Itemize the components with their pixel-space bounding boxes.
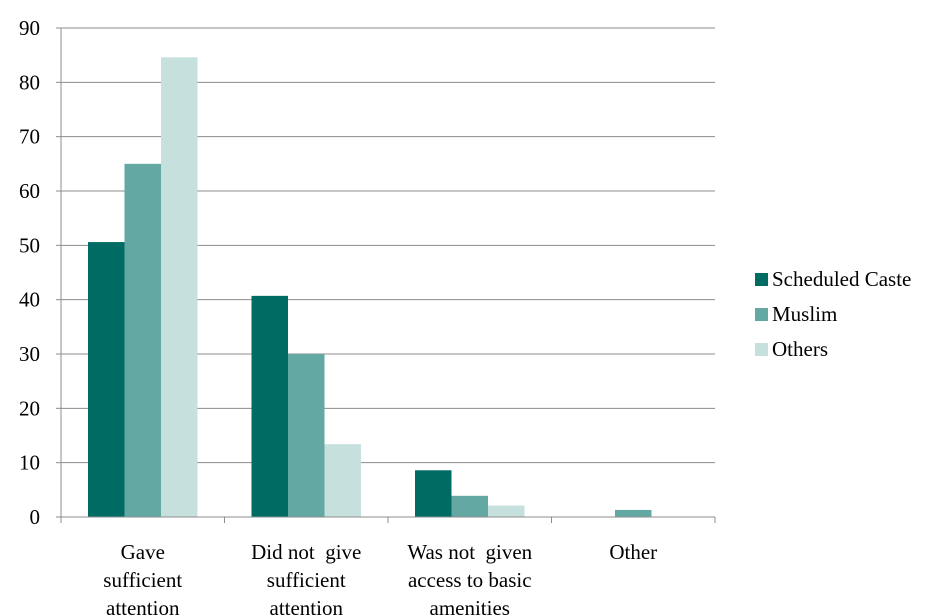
legend-swatch-others <box>755 343 768 356</box>
bar <box>451 495 488 517</box>
legend-label-others: Others <box>772 337 828 361</box>
y-tick-label: 70 <box>19 125 40 149</box>
x-tick-label: Was not given access to basic amenities <box>407 540 532 616</box>
axes <box>56 27 716 523</box>
bar <box>161 57 198 518</box>
legend-swatch-scheduled-caste <box>755 273 768 286</box>
x-tick-label: Gave sufficient attention <box>103 540 182 616</box>
y-tick-label: 50 <box>19 233 40 257</box>
y-tick-label: 20 <box>19 396 40 420</box>
bars <box>88 57 652 518</box>
y-tick-label: 10 <box>19 451 40 475</box>
y-tick-label: 0 <box>30 505 41 529</box>
x-tick-labels: Gave sufficient attention Did not give suffi… <box>103 540 657 616</box>
bar <box>88 242 125 517</box>
x-tick-label: Did not give sufficient attention <box>251 540 361 616</box>
y-tick-labels: 0 10 20 30 40 50 60 70 80 90 <box>19 16 40 529</box>
bar <box>415 470 452 517</box>
x-tick-label: Other <box>609 540 657 564</box>
y-tick-label: 60 <box>19 179 40 203</box>
bar <box>324 444 361 517</box>
legend-label-muslim: Muslim <box>772 302 838 326</box>
bar <box>124 163 161 518</box>
y-tick-label: 40 <box>19 288 40 312</box>
legend-label-scheduled-caste: Scheduled Caste <box>772 267 912 291</box>
legend-item-others: Others <box>755 332 911 367</box>
y-tick-label: 30 <box>19 342 40 366</box>
legend: Scheduled Caste Muslim Others <box>755 262 911 367</box>
bar <box>288 354 325 517</box>
legend-item-scheduled-caste: Scheduled Caste <box>755 262 911 297</box>
legend-swatch-muslim <box>755 308 768 321</box>
bar <box>251 295 288 517</box>
bar <box>615 509 652 517</box>
bar <box>488 505 525 517</box>
y-tick-label: 80 <box>19 70 40 94</box>
y-tick-label: 90 <box>19 16 40 40</box>
legend-item-muslim: Muslim <box>755 297 911 332</box>
